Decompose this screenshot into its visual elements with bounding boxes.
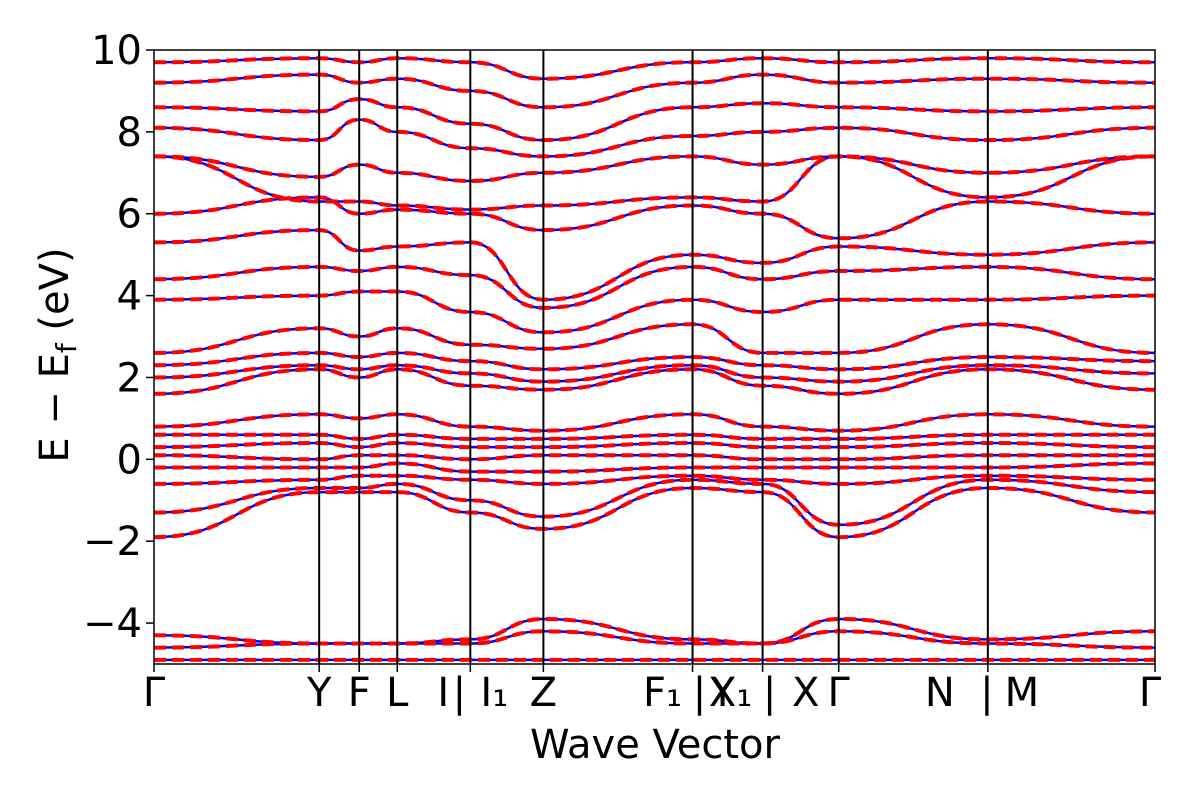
band-red-8	[154, 440, 1155, 450]
x-tick-label-14: Γ	[828, 670, 851, 716]
y-tick-label-7: −4	[83, 601, 142, 647]
x-tick-label-3: L	[386, 670, 409, 716]
x-tick-label-6: I₁	[480, 670, 508, 716]
band-red-21	[154, 117, 1155, 159]
y-tick-label-3: 4	[117, 274, 142, 320]
x-tick-label-12: |	[763, 670, 776, 716]
x-tick-label-0: Γ	[143, 670, 166, 716]
high-symmetry-lines	[318, 50, 989, 664]
x-tick-label-5: |	[453, 670, 466, 716]
band-red-16	[154, 264, 1155, 310]
band-red-9	[154, 432, 1155, 441]
band-blue-3	[154, 486, 1155, 539]
y-axis-title-unit: (eV)	[32, 247, 78, 343]
band-red-3	[154, 485, 1155, 540]
band-red-18	[154, 195, 1155, 241]
x-axis-ticks: Γ Y F L I | I₁ Z F₁ | YX₁ | X Γ N | M Γ	[143, 664, 1162, 716]
y-tick-label-5: 0	[117, 437, 142, 483]
x-tick-label-11: X₁	[709, 670, 752, 716]
band-red-13	[154, 350, 1155, 372]
y-tick-label-1: 8	[117, 110, 142, 156]
x-tick-label-17: M	[1005, 670, 1040, 716]
band-red-12	[154, 363, 1155, 384]
y-axis-title-main: E − E	[32, 353, 78, 463]
band-red-17	[154, 228, 1155, 302]
x-tick-label-9: |	[693, 670, 706, 716]
y-tick-label-2: 6	[117, 192, 142, 238]
y-tick-label-4: 2	[117, 355, 142, 401]
band-red-23	[154, 72, 1155, 110]
x-tick-label-7: Z	[530, 670, 557, 716]
band-red-5	[154, 473, 1155, 486]
band-blue-17	[154, 228, 1155, 301]
band-red-4	[154, 477, 1155, 527]
y-tick-label-6: −2	[83, 519, 142, 565]
y-tick-label-0: 10	[91, 28, 142, 74]
band-red-20	[154, 154, 1155, 184]
y-axis-title: E − Ef (eV)	[32, 247, 83, 462]
x-tick-label-1: Y	[306, 670, 332, 716]
plot-frame	[153, 49, 1156, 665]
x-tick-label-16: |	[980, 670, 993, 716]
y-axis-title-sub: f	[50, 342, 83, 353]
band-blue-23	[154, 73, 1155, 109]
x-tick-label-10: Y	[709, 670, 735, 716]
band-red-11	[154, 367, 1155, 396]
band-red-24	[154, 56, 1155, 81]
band-red-14	[154, 322, 1155, 355]
bands-layer	[154, 56, 1155, 662]
y-axis-ticks: 10 8 6 4 2 0 −2 −4	[83, 28, 154, 647]
x-tick-label-15: N	[925, 670, 955, 716]
x-tick-label-18: Γ	[1139, 670, 1162, 716]
band-red-6	[154, 461, 1155, 474]
band-red-10	[154, 412, 1155, 433]
band-red-22	[154, 97, 1155, 143]
x-axis-title: Wave Vector	[530, 722, 781, 768]
x-tick-label-4: I	[437, 670, 449, 716]
band-red-19	[154, 154, 1155, 212]
band-blue-22	[154, 97, 1155, 142]
band-red-15	[154, 289, 1155, 335]
band-red-7	[154, 453, 1155, 462]
band-red-2	[154, 616, 1155, 646]
x-tick-label-8: F₁	[643, 670, 682, 716]
x-tick-label-2: F	[348, 670, 371, 716]
x-tick-label-13: X	[792, 670, 819, 716]
